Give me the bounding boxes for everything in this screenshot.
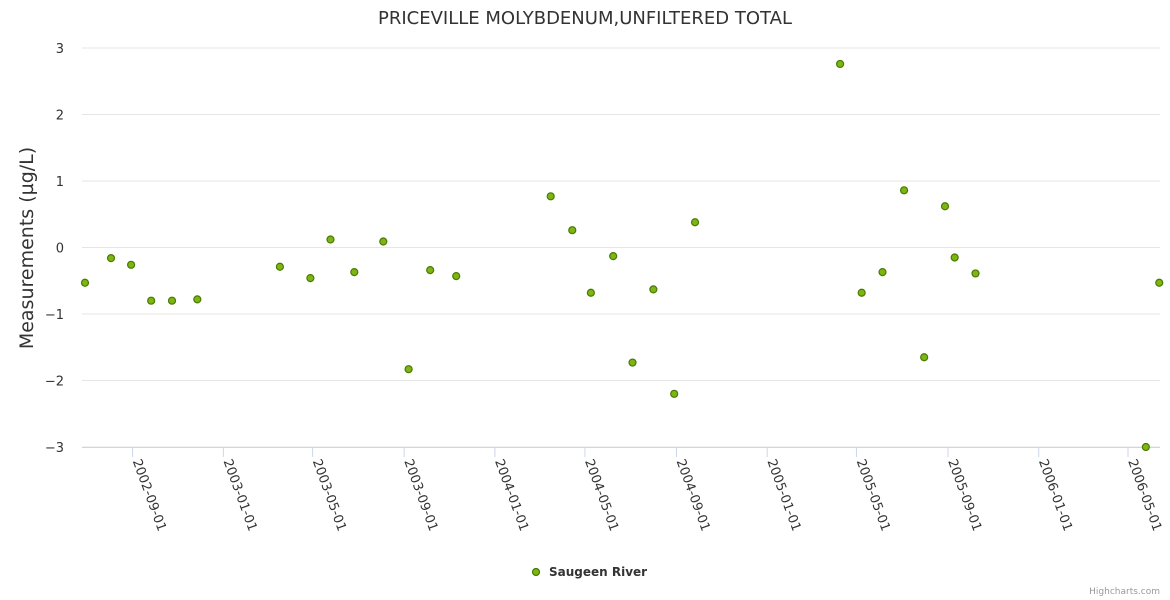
y-tick-label: −3 [45, 441, 64, 456]
x-tick-label: 2005-09-01 [944, 457, 984, 533]
y-tick-label: −2 [45, 375, 64, 390]
y-tick-label: 0 [56, 242, 64, 257]
data-point[interactable] [452, 271, 461, 281]
data-point[interactable] [609, 252, 618, 261]
data-point[interactable] [649, 285, 658, 294]
y-axis-ticks: 3 2 1 0 −1 −2 −3 [45, 42, 64, 456]
data-point[interactable] [940, 202, 950, 211]
data-point[interactable] [690, 218, 700, 227]
x-tick-label: 2005-05-01 [853, 457, 893, 533]
data-point[interactable] [127, 260, 136, 269]
chart-title: PRICEVILLE MOLYBDENUM,UNFILTERED TOTAL [378, 8, 792, 29]
legend-label-saugeen-river[interactable]: Saugeen River [549, 565, 647, 579]
data-point[interactable] [350, 268, 359, 277]
x-tick-label: 2002-09-01 [129, 457, 169, 533]
data-point[interactable] [586, 288, 595, 297]
data-point[interactable] [167, 296, 177, 305]
data-point[interactable] [147, 296, 156, 305]
data-points[interactable] [80, 59, 1164, 452]
y-tick-label: 3 [56, 42, 64, 57]
data-point[interactable] [950, 253, 959, 262]
y-tick-label: 1 [56, 175, 64, 190]
credits-link[interactable]: Highcharts.com [1089, 587, 1160, 597]
data-point[interactable] [971, 269, 980, 278]
data-point[interactable] [835, 59, 845, 69]
y-gridlines [82, 47, 1160, 448]
data-point[interactable] [326, 235, 335, 244]
data-point[interactable] [670, 389, 679, 398]
data-point[interactable] [899, 186, 909, 195]
x-tick-label: 2003-01-01 [220, 457, 260, 533]
legend[interactable]: Saugeen River [531, 565, 648, 579]
legend-marker-saugeen-river [531, 567, 541, 577]
data-point[interactable] [628, 358, 637, 367]
y-axis-title: Measurements (µg/L) [16, 147, 38, 349]
data-point[interactable] [920, 353, 929, 362]
data-point[interactable] [379, 237, 388, 246]
data-point[interactable] [568, 226, 577, 235]
data-point[interactable] [546, 192, 555, 201]
x-tick-label: 2003-05-01 [309, 457, 349, 533]
y-tick-label: −1 [45, 308, 64, 323]
data-point[interactable] [426, 266, 435, 275]
x-tick-label: 2004-05-01 [581, 457, 621, 533]
data-point[interactable] [80, 278, 90, 287]
data-point[interactable] [1155, 278, 1164, 287]
data-point[interactable] [306, 273, 315, 283]
y-tick-label: 2 [56, 109, 64, 124]
data-point[interactable] [106, 254, 116, 263]
data-point[interactable] [1141, 442, 1150, 452]
x-tick-label: 2006-05-01 [1124, 457, 1164, 533]
data-point[interactable] [193, 295, 202, 304]
data-point[interactable] [878, 268, 887, 277]
data-point[interactable] [404, 365, 413, 374]
x-tick-label: 2003-09-01 [400, 457, 440, 533]
x-tick-label: 2006-01-01 [1035, 457, 1075, 533]
data-point[interactable] [857, 288, 866, 297]
data-point[interactable] [275, 262, 284, 271]
x-axis-ticks: 2002-09-01 2003-01-01 2003-05-01 2003-09-01… [129, 447, 1164, 533]
x-tick-label: 2004-01-01 [491, 457, 531, 533]
x-tick-label: 2004-09-01 [673, 457, 713, 533]
x-tick-label: 2005-01-01 [763, 457, 803, 533]
